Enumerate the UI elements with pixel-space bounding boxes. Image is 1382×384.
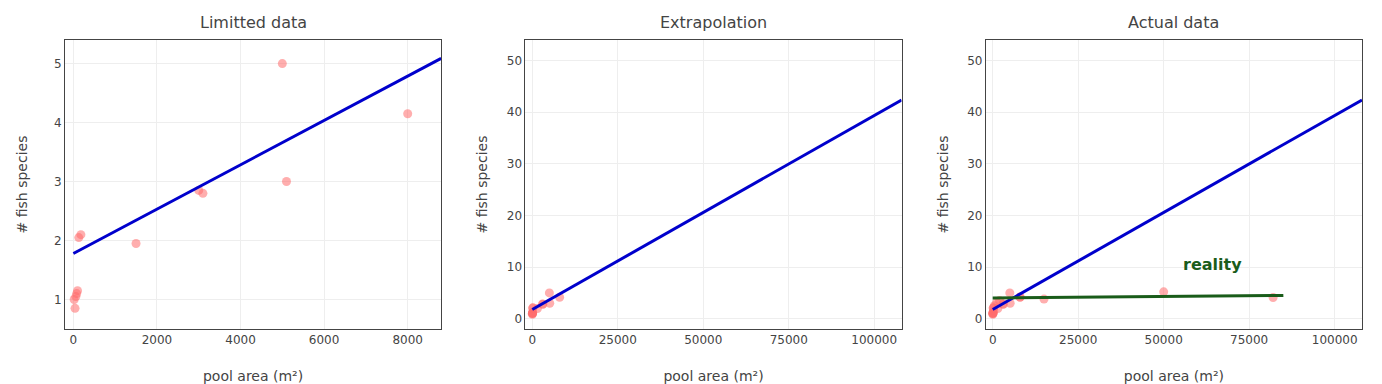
svg-text:5: 5: [54, 57, 62, 71]
svg-text:40: 40: [507, 105, 522, 119]
svg-text:50: 50: [967, 54, 982, 68]
svg-text:2: 2: [54, 234, 62, 248]
svg-text:2000: 2000: [142, 333, 173, 347]
svg-text:20: 20: [967, 209, 982, 223]
svg-text:10: 10: [967, 260, 982, 274]
svg-text:6000: 6000: [309, 333, 340, 347]
svg-text:# fish species: # fish species: [474, 136, 490, 234]
svg-text:Limitted data: Limitted data: [200, 13, 307, 32]
svg-text:0: 0: [514, 312, 522, 326]
svg-text:40: 40: [967, 105, 982, 119]
svg-text:50000: 50000: [1145, 333, 1183, 347]
svg-text:reality: reality: [1183, 255, 1242, 274]
svg-text:1: 1: [54, 293, 62, 307]
svg-text:0: 0: [528, 333, 536, 347]
svg-text:20: 20: [507, 209, 522, 223]
svg-text:100000: 100000: [1312, 333, 1358, 347]
svg-text:75000: 75000: [770, 333, 808, 347]
svg-text:8000: 8000: [392, 333, 423, 347]
svg-text:0: 0: [70, 333, 78, 347]
svg-text:10: 10: [507, 260, 522, 274]
svg-text:pool area (m²): pool area (m²): [1124, 368, 1224, 384]
svg-text:# fish species: # fish species: [14, 136, 30, 234]
svg-text:0: 0: [989, 333, 997, 347]
svg-text:pool area (m²): pool area (m²): [203, 368, 303, 384]
svg-text:30: 30: [507, 157, 522, 171]
svg-text:100000: 100000: [851, 333, 897, 347]
svg-text:0: 0: [975, 312, 983, 326]
svg-text:3: 3: [54, 175, 62, 189]
svg-text:25000: 25000: [599, 333, 637, 347]
svg-text:4: 4: [54, 116, 62, 130]
svg-text:# fish species: # fish species: [935, 136, 951, 234]
svg-text:75000: 75000: [1230, 333, 1268, 347]
svg-text:30: 30: [967, 157, 982, 171]
svg-text:50: 50: [507, 54, 522, 68]
svg-text:Extrapolation: Extrapolation: [660, 13, 767, 32]
svg-text:25000: 25000: [1059, 333, 1097, 347]
svg-text:pool area (m²): pool area (m²): [663, 368, 763, 384]
svg-text:Actual data: Actual data: [1128, 13, 1219, 32]
svg-text:4000: 4000: [225, 333, 256, 347]
svg-text:50000: 50000: [684, 333, 722, 347]
